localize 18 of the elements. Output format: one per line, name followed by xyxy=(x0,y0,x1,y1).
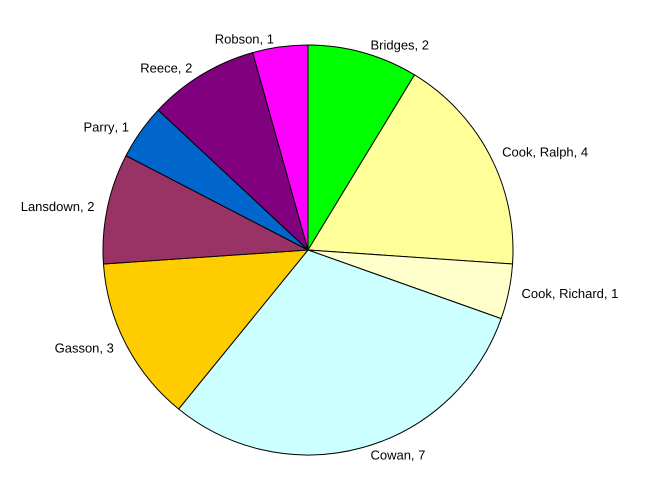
slice-label: Bridges xyxy=(370,37,416,52)
slice-label: Cook, Richard xyxy=(522,286,604,301)
slice-label: Cowan xyxy=(370,448,411,463)
data-label: , 3 xyxy=(99,340,114,356)
slice-label: Gasson xyxy=(54,340,100,356)
data-label: , 4 xyxy=(574,144,588,160)
data-label: , 2 xyxy=(414,37,430,52)
slice-label: Parry xyxy=(83,120,116,135)
data-label: , 1 xyxy=(604,286,618,301)
data-label: , 2 xyxy=(80,199,94,214)
data-label: , 1 xyxy=(260,31,274,46)
slice-label: Lansdown xyxy=(20,199,80,214)
data-label: , 2 xyxy=(178,60,192,76)
slice-label: Robson xyxy=(214,31,260,46)
slice-label: Cook, Ralph xyxy=(502,144,574,160)
data-label: , 7 xyxy=(410,448,426,463)
data-label: , 1 xyxy=(114,120,129,135)
slice-label: Reece xyxy=(140,60,178,76)
